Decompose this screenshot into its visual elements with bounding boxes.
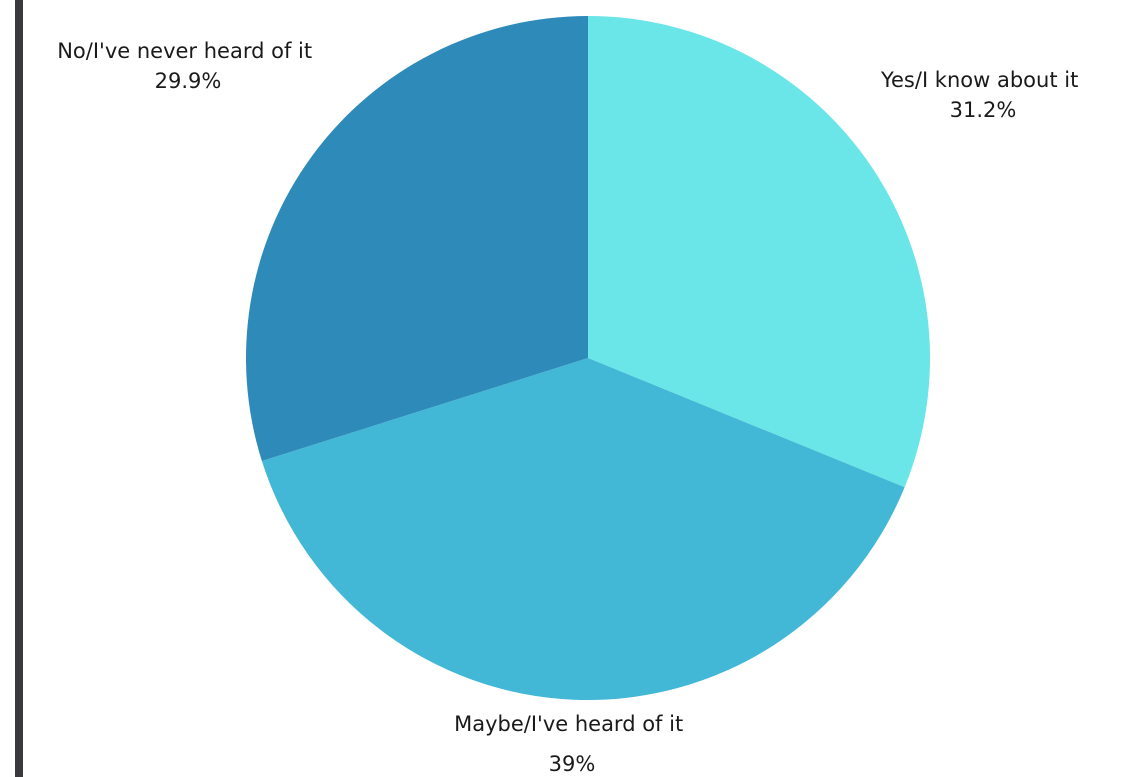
slice-label-yes-value: 31.2%: [950, 98, 1017, 122]
slice-label-yes-name: Yes/I know about it: [880, 68, 1078, 92]
left-border-bar: [15, 0, 23, 777]
slice-label-maybe-value: 39%: [549, 752, 596, 776]
slice-label-no-name: No/I've never heard of it: [57, 39, 312, 63]
pie-slices: [246, 16, 931, 700]
slice-maybe: [261, 358, 905, 700]
slice-yes: [588, 16, 931, 488]
slice-label-no-value: 29.9%: [155, 69, 222, 93]
slice-label-maybe: Maybe/I've heard of it 39%: [454, 712, 690, 776]
slice-label-yes: Yes/I know about it 31.2%: [880, 68, 1085, 122]
slice-label-maybe-name: Maybe/I've heard of it: [454, 712, 683, 736]
pie-labels: Yes/I know about it 31.2% Maybe/I've hea…: [57, 39, 1085, 776]
slice-label-no: No/I've never heard of it 29.9%: [57, 39, 319, 93]
slice-no: [246, 16, 588, 462]
